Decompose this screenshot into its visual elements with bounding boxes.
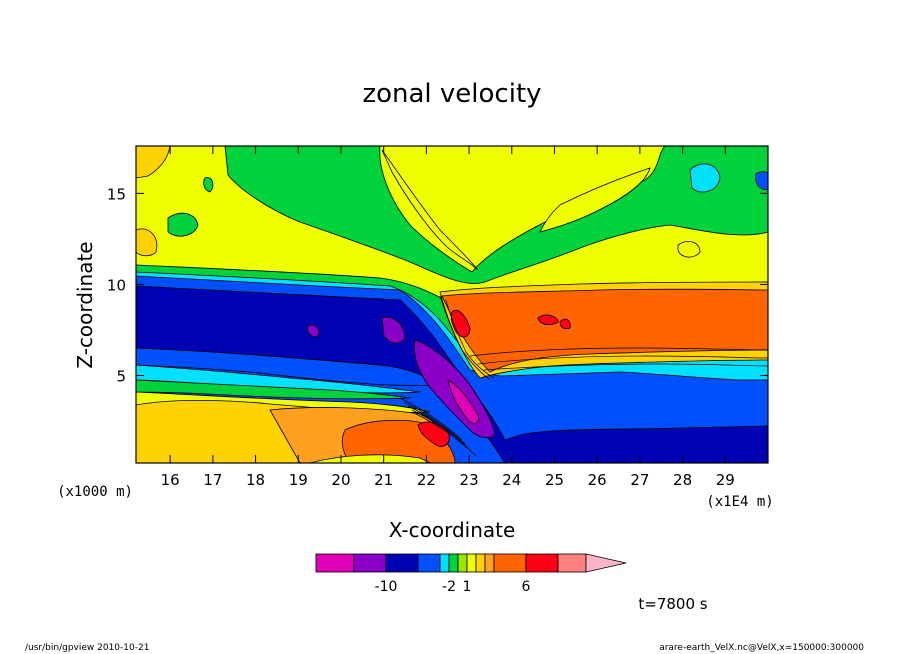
x-axis-label: X-coordinate: [389, 518, 516, 542]
chart-title: zonal velocity: [362, 79, 541, 109]
contour-green-left-blob: [167, 212, 199, 237]
contour-red-lower: [417, 421, 450, 447]
contour-cyan-top-right: [689, 163, 721, 193]
colorbar-swatch-7: [466, 553, 477, 573]
contour-green-upper-main: [224, 146, 768, 284]
x-tick-label-16: 16: [161, 471, 180, 489]
colorbar-label--10: -10: [375, 579, 398, 595]
contour-red-right-spot-2: [537, 314, 559, 326]
contour-red-right-spot-1: [450, 309, 471, 338]
y-axis: 5 10 15: [107, 185, 768, 386]
contour-magenta-core: [447, 379, 479, 424]
contour-yellow-ridge: [381, 149, 479, 271]
colorbar-label-6: 6: [522, 579, 531, 595]
footer-right: arare-earth_VelX.nc@VelX,x=150000:300000: [659, 643, 864, 653]
contour-yellow-wedge: [539, 167, 651, 233]
x-tick-label-27: 27: [630, 471, 649, 489]
x-unit-label: (x1E4 m): [706, 494, 773, 510]
contour-green-small-blob: [203, 177, 214, 193]
x-tick-label-23: 23: [460, 471, 479, 489]
colorbar-swatch-2: [385, 553, 419, 573]
x-tick-label-24: 24: [502, 471, 521, 489]
x-tick-label-29: 29: [716, 471, 735, 489]
contour-purple-blob-1: [381, 316, 406, 344]
colorbar-label-1: 1: [463, 579, 472, 595]
y-unit-label: (x1000 m): [57, 484, 133, 500]
y-tick-label-15: 15: [107, 185, 126, 203]
colorbar-swatch-6: [457, 553, 468, 573]
contour-yellow-bottom-sliver: [309, 454, 431, 463]
x-tick-label-18: 18: [246, 471, 265, 489]
x-axis: 16 17 18 19 20 21 22 23 24 25 26 27 28 29: [161, 146, 735, 489]
y-tick-label-5: 5: [116, 368, 126, 386]
colorbar-swatch-5: [448, 553, 459, 573]
colorbar-swatch-9: [484, 553, 495, 573]
time-label: t=7800 s: [638, 595, 707, 613]
x-tick-label-20: 20: [331, 471, 350, 489]
colorbar-swatch-1: [353, 553, 387, 573]
x-tick-label-19: 19: [289, 471, 308, 489]
colorbar-swatch-10: [493, 553, 527, 573]
plot-area: [136, 146, 768, 463]
contour-yellow-top-right-spot: [677, 241, 701, 258]
colorbar: -10 -2 1 6: [315, 553, 627, 595]
colorbar-swatch-11: [525, 553, 559, 573]
x-tick-label-21: 21: [374, 471, 393, 489]
contour-green-lower-band: [136, 379, 411, 400]
colorbar-swatch-3: [417, 553, 441, 573]
contour-orange-left-blob: [136, 228, 158, 257]
y-tick-label-10: 10: [107, 276, 126, 294]
x-tick-label-25: 25: [545, 471, 564, 489]
y-axis-label: Z-coordinate: [73, 241, 97, 368]
plot-frame: [135, 145, 769, 464]
colorbar-swatch-4: [439, 553, 450, 573]
front-contour-lines: [399, 295, 768, 457]
x-tick-label-17: 17: [203, 471, 222, 489]
x-tick-label-26: 26: [588, 471, 607, 489]
contour-purple-blob-2: [307, 324, 320, 337]
colorbar-label--2: -2: [442, 579, 456, 595]
colorbar-swatch-0: [315, 553, 355, 573]
colorbar-extend-arrow: [585, 553, 627, 573]
footer-left: /usr/bin/gpview 2010-10-21: [25, 643, 149, 653]
contour-red-right-spot-3: [559, 318, 571, 330]
colorbar-swatch-8: [475, 553, 486, 573]
x-tick-label-22: 22: [417, 471, 436, 489]
colorbar-swatch-12: [557, 553, 587, 573]
x-tick-label-28: 28: [673, 471, 692, 489]
contour-blue-top-right: [755, 171, 768, 191]
